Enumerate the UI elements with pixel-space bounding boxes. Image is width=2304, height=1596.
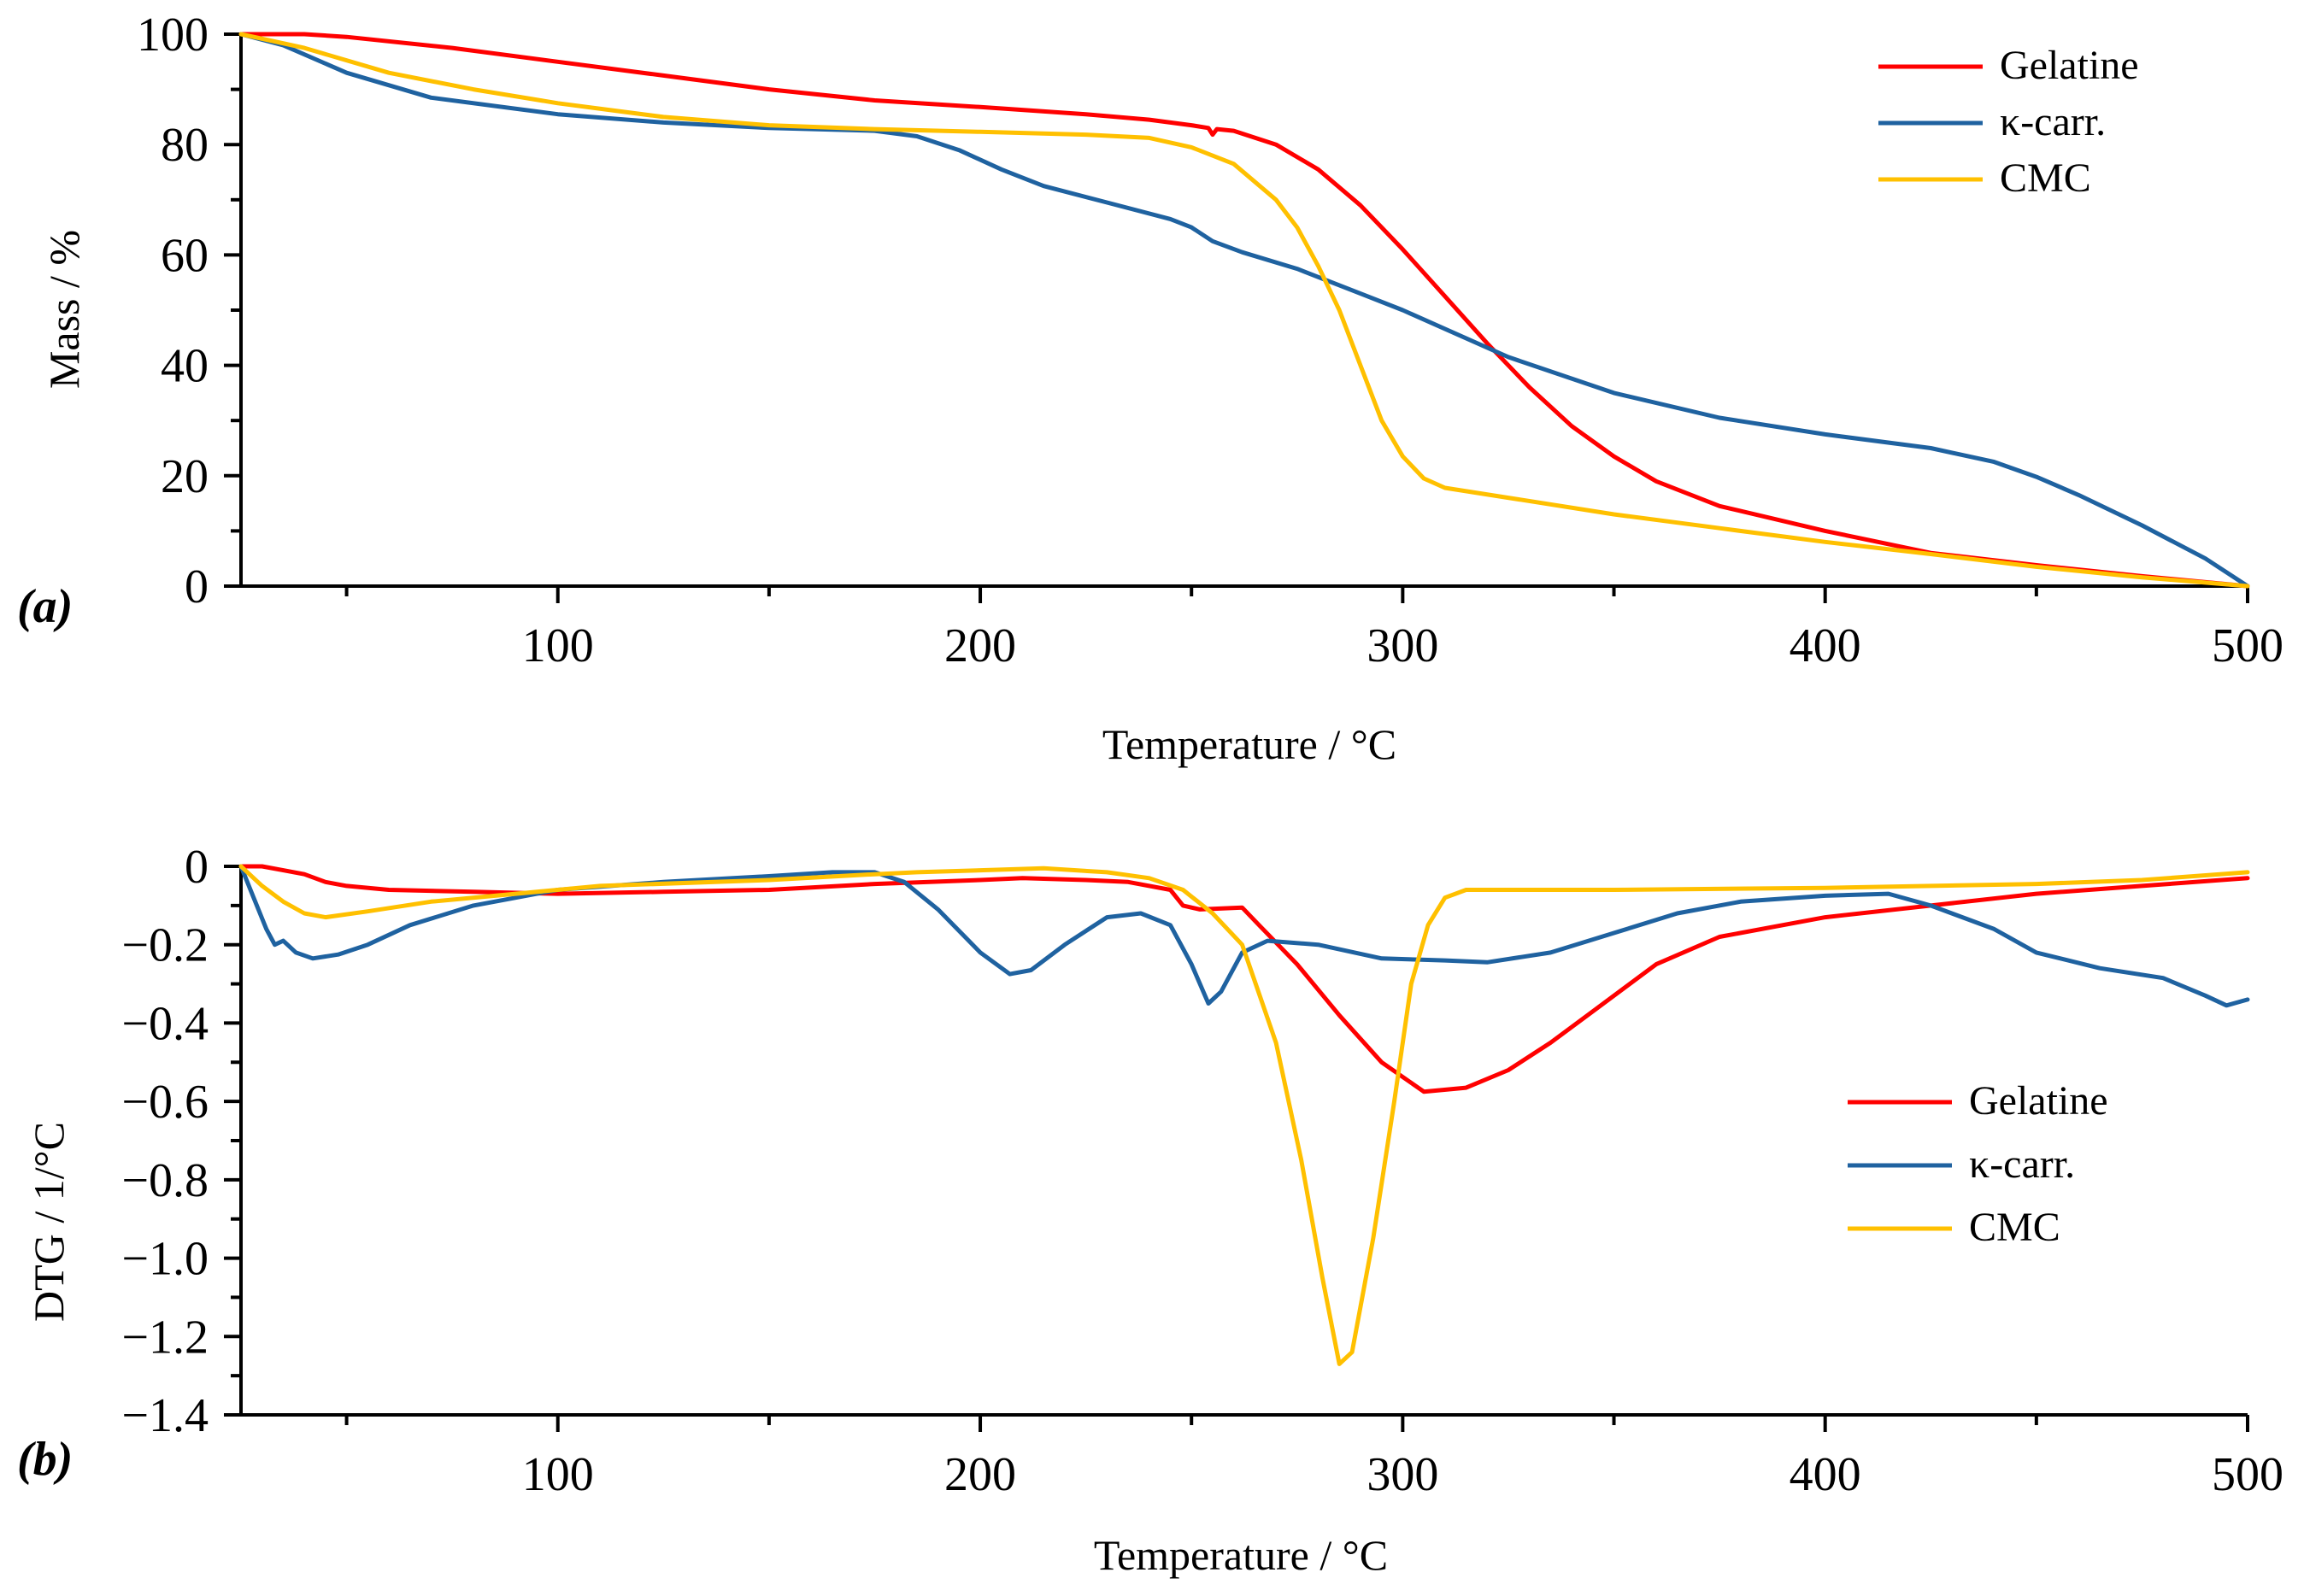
legend-label: CMC	[2000, 155, 2091, 201]
series-line-carr	[238, 864, 2250, 1008]
x-tick-label: 200	[944, 1448, 1016, 1501]
panel-b-series	[238, 864, 2250, 1366]
y-tick-label: −0.2	[121, 919, 209, 972]
y-tick-label: 0	[185, 560, 209, 613]
y-tick-label: 20	[161, 450, 209, 503]
y-tick-label: −1.0	[121, 1233, 209, 1286]
x-tick-label: 400	[1790, 619, 1861, 672]
x-tick-label: 100	[522, 619, 594, 672]
panel-b-dtg-chart: 100 200 300 400 500 0 −0.2 −0.4 −0.6 −0.8 −1.0 −1.2…	[17, 841, 2283, 1579]
legend-label: κ-carr.	[1969, 1141, 2075, 1187]
series-line-cmc	[238, 864, 2250, 1366]
series-line-carr	[238, 32, 2250, 589]
panel-b-label: (b)	[17, 1433, 73, 1486]
y-tick-label: −0.6	[121, 1076, 209, 1129]
y-tick-label: 0	[185, 841, 209, 894]
legend-label: Gelatine	[2000, 43, 2139, 88]
panel-a-axes	[239, 34, 2248, 588]
y-tick-label: 100	[137, 9, 209, 62]
y-tick-label: −0.8	[121, 1154, 209, 1207]
series-line-cmc	[238, 32, 2250, 589]
panel-a-x-axis-title: Temperature / °C	[1102, 720, 1396, 768]
x-tick-label: 100	[522, 1448, 594, 1501]
panel-a-ticks: 100 200 300 400 500 0 20 40 60 80 100	[137, 9, 2283, 672]
panel-b-y-axis-title: DTG / 1/°C	[25, 1122, 73, 1322]
y-tick-label: 80	[161, 119, 209, 172]
y-tick-label: −1.4	[121, 1389, 209, 1442]
x-tick-label: 200	[944, 619, 1016, 672]
x-tick-label: 400	[1790, 1448, 1861, 1501]
y-tick-label: −1.2	[121, 1311, 209, 1364]
x-tick-label: 500	[2212, 1448, 2283, 1501]
panel-b-legend: Gelatine κ-carr. CMC	[1848, 1078, 2108, 1250]
panel-a-y-axis-title: Mass / %	[40, 230, 88, 389]
y-tick-label: 40	[161, 340, 209, 393]
x-tick-label: 300	[1367, 619, 1438, 672]
x-tick-label: 500	[2212, 619, 2283, 672]
panel-b-x-axis-title: Temperature / °C	[1094, 1531, 1388, 1579]
panel-b-ticks: 100 200 300 400 500 0 −0.2 −0.4 −0.6 −0.8 −1.0 −1.2…	[121, 841, 2283, 1501]
panel-a-legend: Gelatine κ-carr. CMC	[1878, 43, 2139, 201]
panel-a-series	[238, 32, 2250, 589]
legend-label: Gelatine	[1969, 1078, 2108, 1124]
legend-label: CMC	[1969, 1205, 2060, 1250]
legend-label: κ-carr.	[2000, 99, 2106, 144]
y-tick-label: −0.4	[121, 997, 209, 1050]
series-line-gelatine	[238, 864, 2250, 1094]
series-line-gelatine	[238, 32, 2250, 589]
panel-a-mass-chart: 100 200 300 400 500 0 20 40 60 80 100 Gelatine κ-ca…	[17, 9, 2283, 768]
x-tick-label: 300	[1367, 1448, 1438, 1501]
panel-a-label: (a)	[17, 580, 73, 633]
y-tick-label: 60	[161, 229, 209, 282]
